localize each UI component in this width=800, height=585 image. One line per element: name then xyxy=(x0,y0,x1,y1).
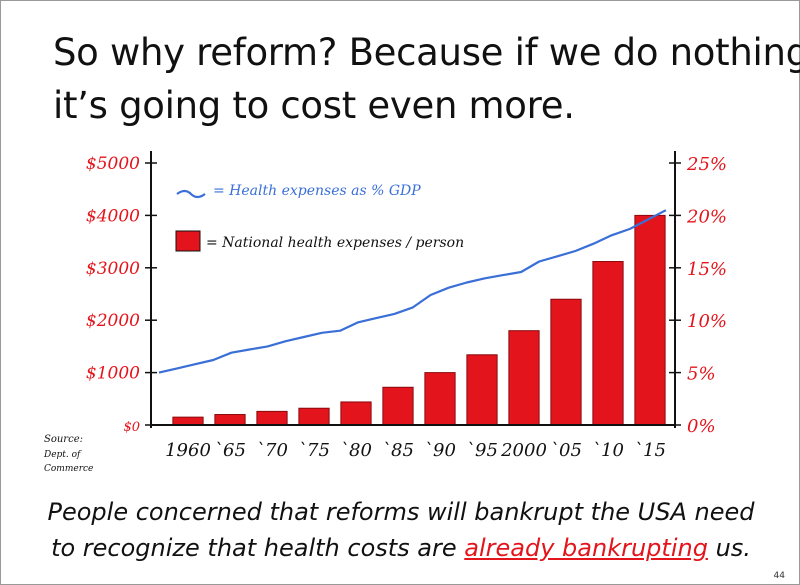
x-tick-label: `10 xyxy=(592,440,624,461)
bar xyxy=(172,416,204,426)
right-tick-label: 20% xyxy=(686,206,727,227)
x-tick-label: 1960 xyxy=(165,440,211,461)
slide-title-line-2: it’s going to cost even more. xyxy=(53,84,575,127)
left-tick-label: $2000 xyxy=(86,311,140,331)
source-note: Source: Dept. of Commerce xyxy=(43,434,93,474)
source-line-3: Commerce xyxy=(44,464,93,474)
bar xyxy=(424,372,456,426)
caption-line-2-end: us. xyxy=(707,534,751,562)
left-tick-label: $5000 xyxy=(86,154,140,174)
left-tick-label: $4000 xyxy=(86,206,140,226)
x-tick-label: `70 xyxy=(256,440,288,461)
legend-bar-swatch xyxy=(175,230,201,252)
legend: = Health expenses as % GDP = National he… xyxy=(175,183,464,252)
right-tick-label: 10% xyxy=(687,311,727,332)
left-tick-label: $3000 xyxy=(86,259,140,279)
right-tick-label: 5% xyxy=(687,364,716,385)
caption-line-2-start: to recognize that health costs are xyxy=(51,534,465,562)
chart: $0 $1000 $2000 $3000 $4000 $5000 0% 5% 10% 15% 20%… xyxy=(43,151,727,474)
bar xyxy=(382,386,414,426)
right-tick-label: 25% xyxy=(686,154,727,175)
axes-group xyxy=(145,151,681,428)
x-tick-label: `15 xyxy=(634,440,666,461)
x-tick-label: `80 xyxy=(340,440,372,461)
x-tick-label: `75 xyxy=(298,440,330,461)
bar xyxy=(508,330,540,426)
x-tick-label: `65 xyxy=(214,440,246,461)
x-tick-label: `90 xyxy=(424,440,456,461)
x-tick-label: 2000 xyxy=(500,440,547,461)
legend-line-swatch xyxy=(176,189,206,199)
left-tick-label: $0 xyxy=(123,420,140,435)
x-tick-label: `05 xyxy=(550,440,582,461)
left-tick-label: $1000 xyxy=(86,364,140,384)
bars-group xyxy=(172,214,666,426)
page-number: 44 xyxy=(773,571,785,581)
bar xyxy=(214,414,246,426)
labels-group: $0 $1000 $2000 $3000 $4000 $5000 0% 5% 10% 15% 20%… xyxy=(86,154,727,461)
x-tick-label: `85 xyxy=(382,440,414,461)
caption-line-2: to recognize that health costs are alrea… xyxy=(1,534,800,562)
source-line-2: Dept. of xyxy=(43,450,82,460)
bar xyxy=(550,298,582,426)
bar xyxy=(592,261,624,426)
bar xyxy=(256,410,288,426)
right-tick-label: 0% xyxy=(687,416,716,437)
caption-highlight: already bankrupting xyxy=(464,534,708,562)
source-line-1: Source: xyxy=(44,434,83,445)
x-tick-label: `95 xyxy=(466,440,498,461)
slide-title-line-1: So why reform? Because if we do nothing, xyxy=(53,31,800,74)
bar xyxy=(340,401,372,426)
legend-bar-label: = National health expenses / person xyxy=(206,235,464,251)
bar xyxy=(634,214,666,426)
lines-group xyxy=(158,209,667,374)
legend-line-label: = Health expenses as % GDP xyxy=(213,183,421,199)
gdp-share-line xyxy=(158,209,667,374)
caption-line-1: People concerned that reforms will bankr… xyxy=(47,498,755,526)
right-tick-label: 15% xyxy=(687,259,727,280)
bar xyxy=(298,407,330,426)
bar xyxy=(466,354,498,426)
